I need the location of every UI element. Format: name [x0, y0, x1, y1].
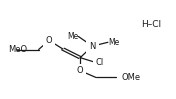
Text: O: O — [46, 36, 52, 45]
Text: Cl: Cl — [96, 58, 104, 67]
Text: O: O — [77, 66, 84, 75]
Text: OMe: OMe — [122, 73, 141, 82]
Text: Me: Me — [67, 32, 78, 41]
Text: H–Cl: H–Cl — [141, 20, 161, 29]
Text: N: N — [89, 42, 96, 51]
Text: MeO: MeO — [8, 45, 27, 54]
Text: Me: Me — [108, 38, 119, 47]
